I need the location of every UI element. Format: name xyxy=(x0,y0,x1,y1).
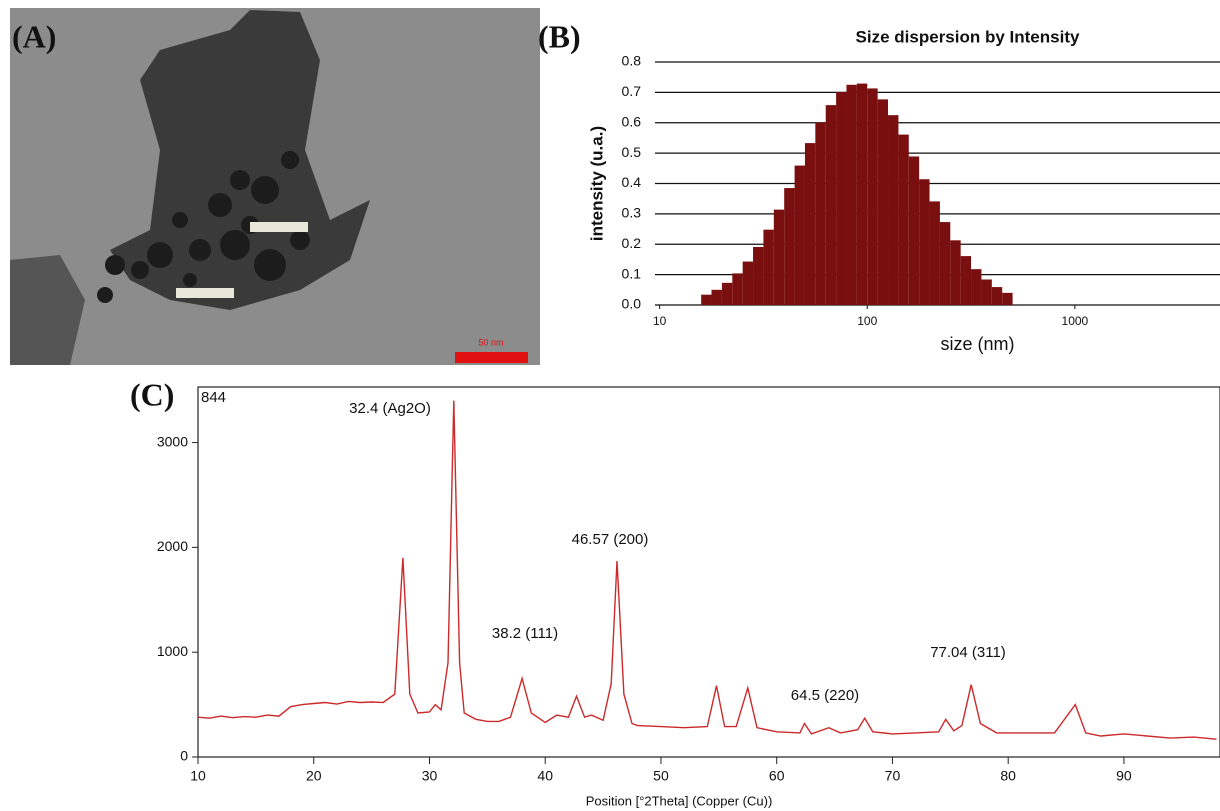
bar xyxy=(804,143,816,305)
bar xyxy=(836,92,847,305)
y-tick-label: 0.8 xyxy=(622,53,642,69)
y-tick-label: 0.1 xyxy=(622,265,642,281)
bar xyxy=(950,240,961,305)
bar xyxy=(898,134,909,305)
x-tick-label: 1000 xyxy=(1062,314,1089,328)
y-tick-label: 0 xyxy=(180,748,188,764)
x-tick-label: 50 xyxy=(653,768,669,784)
bar xyxy=(877,99,889,305)
y-tick-label: 0.6 xyxy=(622,113,642,129)
x-tick-label: 40 xyxy=(537,768,553,784)
data-line xyxy=(197,400,1217,740)
bar xyxy=(825,105,837,305)
bar xyxy=(721,282,733,305)
bar xyxy=(753,246,764,305)
y-tick-label: 0.5 xyxy=(622,144,642,160)
x-tick-label: 100 xyxy=(857,314,877,328)
x-tick-label: 90 xyxy=(1116,768,1132,784)
annotation: 46.57 (200) xyxy=(572,531,649,548)
annotation: 844 xyxy=(201,389,226,406)
annotation: 38.2 (111) xyxy=(492,625,558,642)
x-tick-label: 10 xyxy=(190,768,206,784)
bar xyxy=(701,294,712,305)
y-tick-label: 0.2 xyxy=(622,235,642,251)
bar xyxy=(742,261,754,305)
bar xyxy=(784,188,795,305)
tem-image: 50 nm xyxy=(10,8,540,365)
scale-bar-label: 50 nm xyxy=(478,337,503,347)
bar xyxy=(888,115,899,305)
bar xyxy=(971,269,982,305)
plot-frame xyxy=(197,386,1220,758)
y-tick-label: 1000 xyxy=(157,643,188,659)
bar xyxy=(1002,292,1013,305)
bar xyxy=(867,88,878,306)
bar xyxy=(960,256,972,305)
y-tick-label: 0.7 xyxy=(622,83,642,99)
x-axis-label: size (nm) xyxy=(940,334,1014,354)
bar xyxy=(919,179,930,305)
x-tick-label: 80 xyxy=(1000,768,1016,784)
annotation: 77.04 (311) xyxy=(930,644,1006,661)
annotation: 64.5 (220) xyxy=(791,687,859,704)
bar xyxy=(991,287,1003,305)
panel-label: (B) xyxy=(538,18,581,54)
x-tick-label: 70 xyxy=(885,768,901,784)
y-tick-label: 0.4 xyxy=(622,174,642,190)
x-axis-label: Position [°2Theta] (Copper (Cu)) xyxy=(586,793,773,808)
x-tick-label: 60 xyxy=(769,768,785,784)
bar xyxy=(846,84,857,305)
bar xyxy=(763,229,774,305)
y-tick-label: 0.0 xyxy=(622,296,642,312)
panel-label: (A) xyxy=(12,18,56,54)
bar xyxy=(856,83,868,305)
bar xyxy=(939,222,951,305)
bar xyxy=(929,201,940,305)
panel-label: (C) xyxy=(130,376,174,412)
x-tick-label: 20 xyxy=(306,768,322,784)
bar xyxy=(815,122,826,305)
annotation: 32.4 (Ag2O) xyxy=(349,400,431,417)
y-axis-label: intensity (u.a.) xyxy=(587,126,606,241)
bar xyxy=(908,156,920,305)
chart-title: Size dispersion by Intensity xyxy=(856,27,1080,46)
bar xyxy=(794,165,805,305)
y-tick-label: 2000 xyxy=(157,538,188,554)
x-tick-label: 30 xyxy=(422,768,438,784)
x-tick-label: 10 xyxy=(653,314,667,328)
scale-bar xyxy=(455,352,528,363)
bar xyxy=(711,289,722,305)
bar xyxy=(981,279,992,305)
bar xyxy=(732,273,743,305)
bar xyxy=(773,209,785,305)
y-tick-label: 3000 xyxy=(157,433,188,449)
y-tick-label: 0.3 xyxy=(622,205,642,221)
